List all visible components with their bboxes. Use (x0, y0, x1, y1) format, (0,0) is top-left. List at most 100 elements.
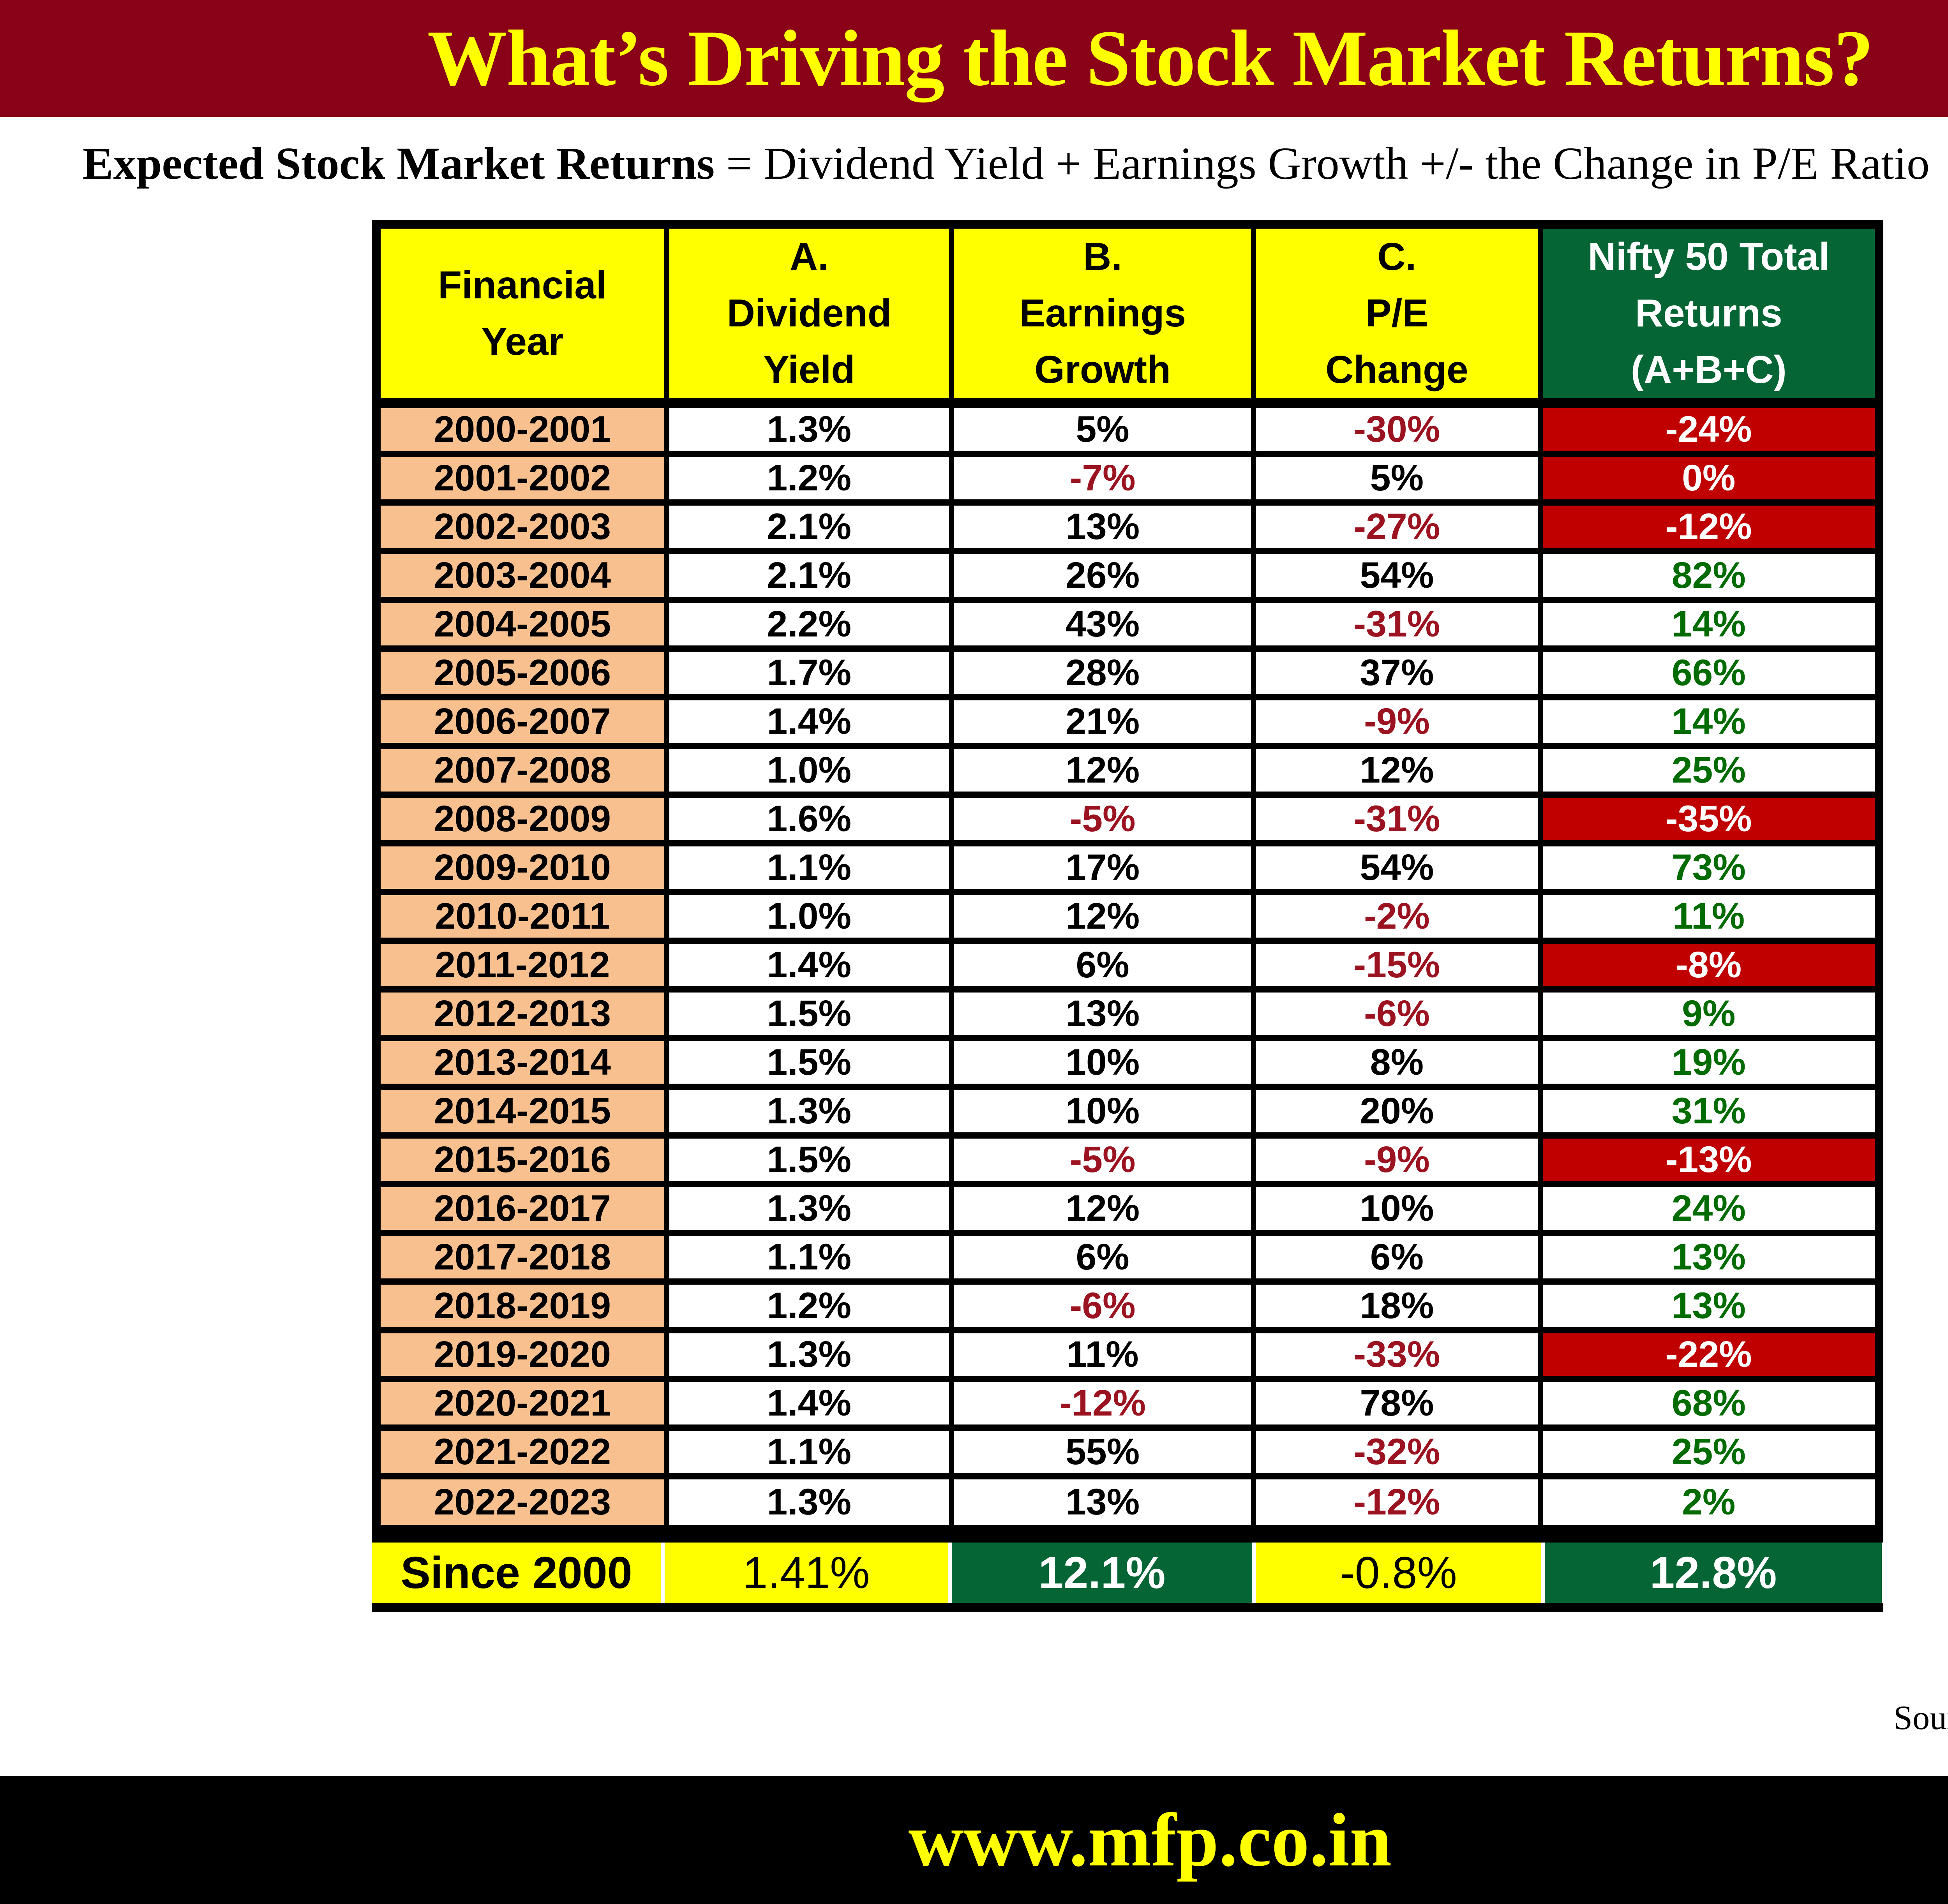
value-cell: 12% (949, 743, 1254, 795)
subtitle-lead: Expected Stock Market Returns (83, 138, 715, 189)
year-cell: 2000-2001 (376, 400, 667, 454)
total-cell: -12% (1537, 499, 1879, 551)
value-cell: 1.3% (664, 1327, 952, 1379)
year-cell: 2002-2003 (376, 499, 667, 551)
total-cell: 0% (1537, 451, 1879, 502)
table-row: 2018-2019 1.2% -6% 18% 13% (376, 1278, 1879, 1330)
year-cell: 2020-2021 (376, 1376, 667, 1428)
value-cell: 12% (949, 1181, 1254, 1233)
total-cell: 25% (1537, 743, 1879, 795)
returns-table-wrap: Financial Year A. Dividend Yield B. Earnings Gr… (372, 220, 1883, 1612)
total-cell: 25% (1537, 1424, 1879, 1476)
table-row: 2001-2002 1.2% -7% 5% 0% (376, 451, 1879, 502)
table-row: 2002-2003 2.1% 13% -27% -12% (376, 499, 1879, 551)
year-cell: 2015-2016 (376, 1132, 667, 1184)
total-cell: 19% (1537, 1035, 1879, 1087)
value-cell: 2.2% (664, 597, 952, 649)
column-header: A. Dividend Yield (664, 224, 952, 408)
value-cell: 13% (949, 499, 1254, 551)
value-cell: 37% (1251, 645, 1540, 697)
value-cell: 1.4% (664, 1376, 952, 1428)
year-cell: 2022-2023 (376, 1473, 667, 1525)
table-header: Financial Year A. Dividend Yield B. Earnings Gr… (376, 224, 1879, 408)
summary-separator-bar (372, 1525, 1883, 1543)
value-cell: 1.7% (664, 645, 952, 697)
total-cell: 11% (1537, 889, 1879, 941)
total-cell: 31% (1537, 1084, 1879, 1135)
table-row: 2012-2013 1.5% 13% -6% 9% (376, 986, 1879, 1038)
value-cell: 8% (1251, 1035, 1540, 1087)
value-cell: -12% (1251, 1473, 1540, 1525)
value-cell: 17% (949, 840, 1254, 892)
total-cell: 14% (1537, 597, 1879, 649)
value-cell: -9% (1251, 1132, 1540, 1184)
year-cell: 2003-2004 (376, 548, 667, 600)
total-cell: 13% (1537, 1230, 1879, 1282)
subtitle: Expected Stock Market Returns = Dividend… (83, 137, 1948, 190)
value-cell: 12% (949, 889, 1254, 941)
table-row: 2014-2015 1.3% 10% 20% 31% (376, 1084, 1879, 1135)
year-cell: 2013-2014 (376, 1035, 667, 1087)
value-cell: 1.5% (664, 1035, 952, 1087)
summary-row: Since 2000 1.41% 12.1% -0.8% 12.8% (372, 1543, 1883, 1603)
year-cell: 2006-2007 (376, 694, 667, 746)
value-cell: 1.4% (664, 938, 952, 989)
column-header: Nifty 50 Total Returns (A+B+C) (1537, 224, 1879, 408)
table-row: 2007-2008 1.0% 12% 12% 25% (376, 743, 1879, 795)
table-row: 2000-2001 1.3% 5% -30% -24% (376, 400, 1879, 454)
total-cell: -22% (1537, 1327, 1879, 1379)
table-row: 2011-2012 1.4% 6% -15% -8% (376, 938, 1879, 989)
value-cell: -31% (1251, 597, 1540, 649)
value-cell: 26% (949, 548, 1254, 600)
value-cell: 1.1% (664, 1424, 952, 1476)
summary-value: 12.1% (952, 1543, 1252, 1603)
column-header: B. Earnings Growth (949, 224, 1254, 408)
value-cell: 1.3% (664, 1181, 952, 1233)
summary-value: -0.8% (1256, 1543, 1541, 1603)
year-cell: 2010-2011 (376, 889, 667, 941)
website-url: www.mfp.co.in (908, 1798, 1392, 1882)
column-header: Financial Year (376, 224, 667, 408)
year-cell: 2016-2017 (376, 1181, 667, 1233)
table-bottom-bar (372, 1603, 1883, 1612)
summary-value: 12.8% (1545, 1543, 1882, 1603)
value-cell: 21% (949, 694, 1254, 746)
value-cell: 1.0% (664, 889, 952, 941)
year-cell: 2001-2002 (376, 451, 667, 502)
year-cell: 2005-2006 (376, 645, 667, 697)
total-cell: 13% (1537, 1278, 1879, 1330)
table-row: 2021-2022 1.1% 55% -32% 25% (376, 1424, 1879, 1476)
total-cell: 66% (1537, 645, 1879, 697)
table-row: 2019-2020 1.3% 11% -33% -22% (376, 1327, 1879, 1379)
value-cell: 6% (949, 1230, 1254, 1282)
total-cell: -8% (1537, 938, 1879, 989)
value-cell: 13% (949, 1473, 1254, 1525)
value-cell: -5% (949, 792, 1254, 843)
value-cell: -7% (949, 451, 1254, 502)
value-cell: 1.5% (664, 1132, 952, 1184)
value-cell: -15% (1251, 938, 1540, 989)
value-cell: 54% (1251, 548, 1540, 600)
total-cell: 24% (1537, 1181, 1879, 1233)
value-cell: -9% (1251, 694, 1540, 746)
value-cell: 78% (1251, 1376, 1540, 1428)
total-cell: 14% (1537, 694, 1879, 746)
total-cell: -24% (1537, 400, 1879, 454)
value-cell: 5% (949, 400, 1254, 454)
footer-bar: www.mfp.co.in (0, 1776, 1948, 1904)
value-cell: -33% (1251, 1327, 1540, 1379)
total-cell: 73% (1537, 840, 1879, 892)
column-header: C. P/E Change (1251, 224, 1540, 408)
table-row: 2008-2009 1.6% -5% -31% -35% (376, 792, 1879, 843)
value-cell: 43% (949, 597, 1254, 649)
value-cell: 6% (949, 938, 1254, 989)
value-cell: 1.1% (664, 1230, 952, 1282)
value-cell: 11% (949, 1327, 1254, 1379)
value-cell: -2% (1251, 889, 1540, 941)
value-cell: 6% (1251, 1230, 1540, 1282)
total-cell: 68% (1537, 1376, 1879, 1428)
table-row: 2015-2016 1.5% -5% -9% -13% (376, 1132, 1879, 1184)
summary-label: Since 2000 (372, 1543, 661, 1603)
table-row: 2017-2018 1.1% 6% 6% 13% (376, 1230, 1879, 1282)
year-cell: 2009-2010 (376, 840, 667, 892)
